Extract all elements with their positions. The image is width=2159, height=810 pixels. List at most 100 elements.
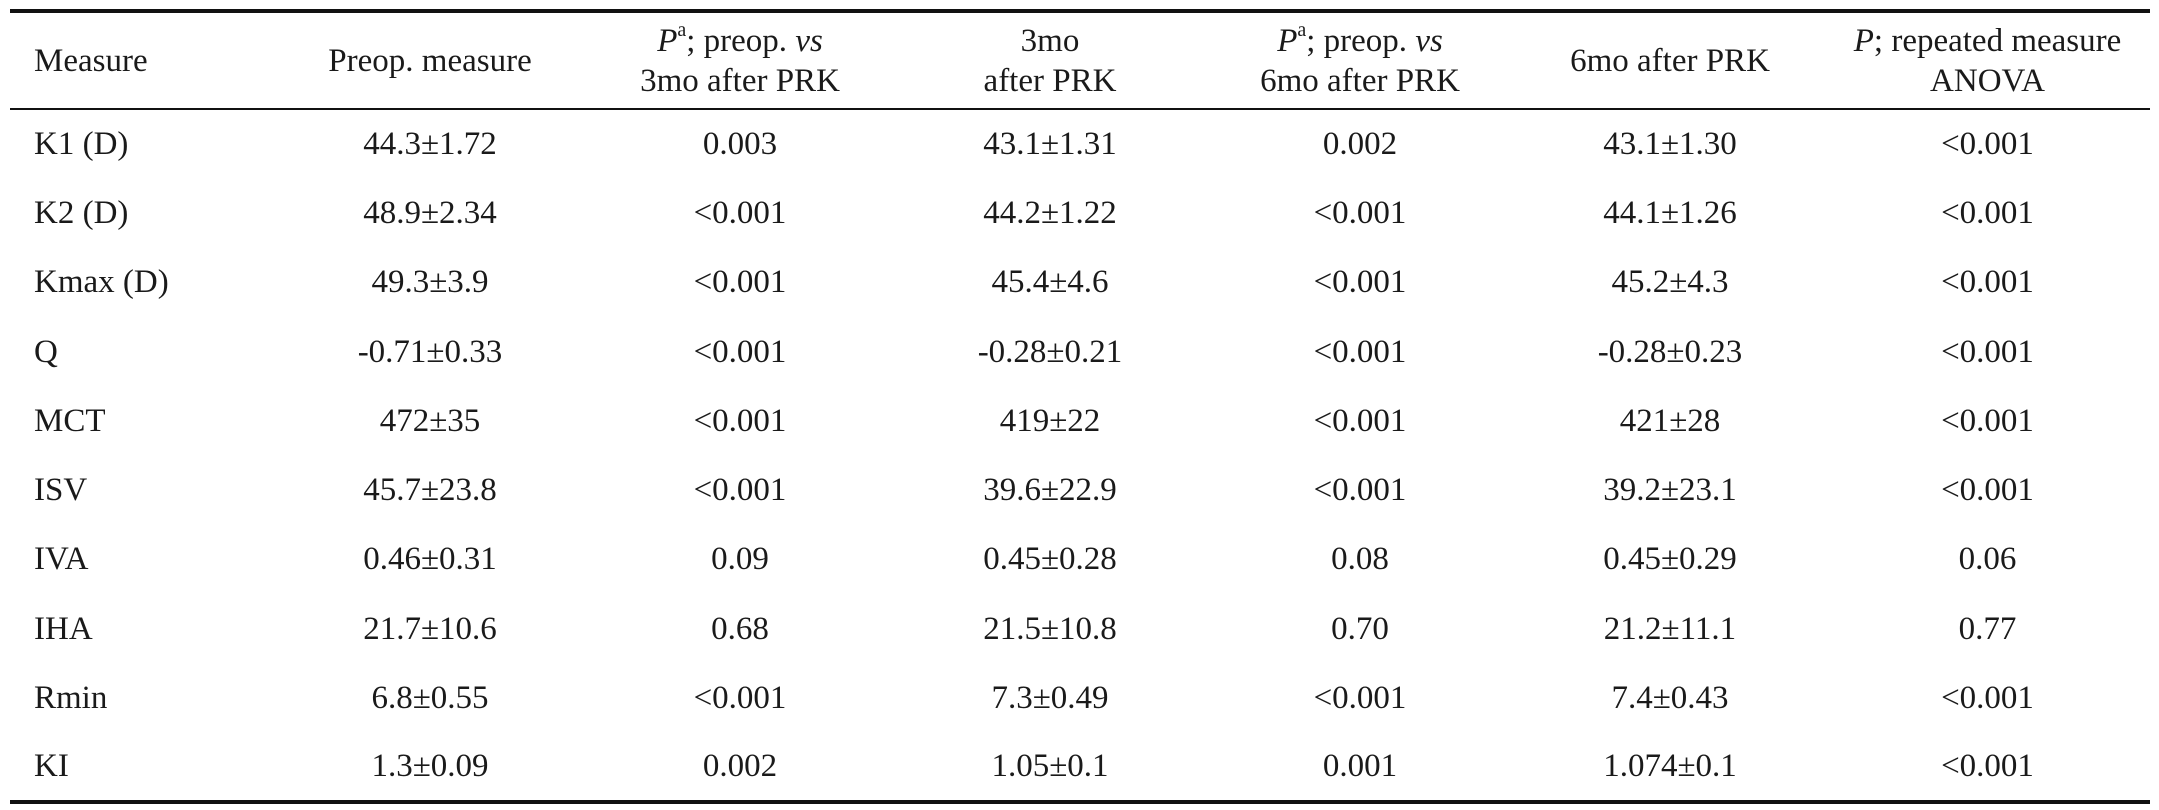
- cell-p-preop-vs-6mo: 0.002: [1322, 126, 1398, 163]
- header-text: ; preop.: [686, 22, 796, 59]
- column-header-p-anova: P; repeated measure ANOVA: [1825, 9, 2150, 110]
- cell-three-month: -0.28±0.21: [977, 333, 1123, 370]
- header-line1: 6mo after PRK: [1515, 41, 1825, 81]
- table-row: ISV 45.7±23.8 <0.001 39.6±22.9 <0.001 39.2±23…: [10, 455, 2150, 524]
- cell-preop-measure: 48.9±2.34: [363, 194, 497, 231]
- header-text: ; preop.: [1306, 22, 1416, 59]
- cell-preop-measure: 472±35: [379, 402, 481, 439]
- cell-preop-measure: -0.71±0.33: [357, 333, 503, 370]
- cell-p-preop-vs-3mo: <0.001: [693, 333, 787, 370]
- header-text: 6mo after PRK: [1570, 42, 1770, 79]
- cell-p-anova: 0.77: [1958, 610, 2017, 647]
- column-header-p-preop-vs-3mo: Pa; preop. vs 3mo after PRK: [585, 9, 895, 110]
- table-row: Q -0.71±0.33 <0.001 -0.28±0.21 <0.001 -0.28±0…: [10, 317, 2150, 386]
- table-row: IVA 0.46±0.31 0.09 0.45±0.28 0.08 0.45±0.29 0.…: [10, 525, 2150, 594]
- cell-preop-measure: 45.7±23.8: [363, 472, 497, 509]
- cell-three-month: 43.1±1.31: [983, 126, 1117, 163]
- cell-p-preop-vs-6mo: <0.001: [1313, 402, 1407, 439]
- cell-three-month: 45.4±4.6: [991, 264, 1109, 301]
- cell-preop-measure: 0.46±0.31: [363, 541, 497, 578]
- header-line1: Pa; preop. vs: [585, 18, 895, 61]
- cell-p-preop-vs-3mo: <0.001: [693, 680, 787, 717]
- cell-measure: Kmax (D): [34, 264, 169, 301]
- header-text: P: [657, 22, 678, 59]
- column-header-preop-measure: Preop. measure: [275, 9, 585, 110]
- cell-p-anova: <0.001: [1941, 264, 2034, 301]
- header-text: P: [1853, 22, 1874, 59]
- cell-p-anova: <0.001: [1941, 402, 2034, 439]
- cell-six-month: 7.4±0.43: [1611, 680, 1729, 717]
- cell-preop-measure: 1.3±0.09: [275, 732, 585, 804]
- cell-six-month: 0.45±0.29: [1603, 541, 1737, 578]
- cell-p-preop-vs-3mo: <0.001: [693, 402, 787, 439]
- cell-measure: K2 (D): [34, 194, 129, 231]
- cell-three-month: 7.3±0.49: [991, 680, 1109, 717]
- header-row: Measure Preop. measure Pa; preop. vs 3mo af…: [10, 9, 2150, 110]
- header-line1: Preop. measure: [275, 41, 585, 81]
- header-text: a: [677, 18, 687, 41]
- header-line1: 3mo: [895, 21, 1205, 61]
- cell-measure: Rmin: [34, 680, 108, 717]
- table-header: Measure Preop. measure Pa; preop. vs 3mo af…: [10, 9, 2150, 110]
- header-line2: after PRK: [895, 61, 1205, 101]
- header-line2: 6mo after PRK: [1205, 61, 1515, 101]
- cell-preop-measure: 6.8±0.55: [371, 680, 489, 717]
- header-text: vs: [1415, 22, 1443, 59]
- cell-three-month: 419±22: [999, 402, 1101, 439]
- header-text: 3mo after PRK: [640, 62, 840, 99]
- cell-p-preop-vs-6mo: 0.70: [1331, 610, 1389, 647]
- header-text: Measure: [34, 42, 148, 79]
- header-text: 6mo after PRK: [1260, 62, 1460, 99]
- cell-six-month: 1.074±0.1: [1515, 732, 1825, 804]
- cell-six-month: 21.2±11.1: [1603, 610, 1737, 647]
- cell-p-preop-vs-6mo: <0.001: [1313, 472, 1407, 509]
- cell-six-month: 39.2±23.1: [1603, 472, 1737, 509]
- cell-p-anova: <0.001: [1941, 194, 2034, 231]
- cell-measure: MCT: [34, 402, 106, 439]
- table-row: Rmin 6.8±0.55 <0.001 7.3±0.49 <0.001 7.4±0.43…: [10, 663, 2150, 732]
- cell-three-month: 0.45±0.28: [983, 541, 1117, 578]
- header-text: ; repeated measure: [1873, 22, 2122, 59]
- column-header-p-preop-vs-6mo: Pa; preop. vs 6mo after PRK: [1205, 9, 1515, 110]
- cell-six-month: 43.1±1.30: [1603, 126, 1737, 163]
- cell-preop-measure: 49.3±3.9: [371, 264, 489, 301]
- header-line2: ANOVA: [1825, 61, 2150, 101]
- cell-six-month: 421±28: [1619, 402, 1721, 439]
- cell-p-preop-vs-6mo: <0.001: [1313, 333, 1407, 370]
- cell-p-preop-vs-3mo: <0.001: [693, 264, 787, 301]
- cell-p-anova: <0.001: [1825, 732, 2150, 804]
- cell-p-anova: <0.001: [1941, 126, 2034, 163]
- header-text: after PRK: [983, 62, 1117, 99]
- cell-p-preop-vs-6mo: 0.001: [1205, 732, 1515, 804]
- table-body: K1 (D) 44.3±1.72 0.003 43.1±1.31 0.002 43.1±1…: [10, 109, 2150, 804]
- cell-p-preop-vs-6mo: <0.001: [1313, 680, 1407, 717]
- header-line2: 3mo after PRK: [585, 61, 895, 101]
- cell-p-preop-vs-3mo: 0.003: [702, 126, 778, 163]
- cell-three-month: 39.6±22.9: [983, 472, 1117, 509]
- column-header-measure: Measure: [10, 9, 275, 110]
- cell-measure: Q: [34, 333, 58, 370]
- cell-p-anova: 0.06: [1958, 541, 2017, 578]
- cell-p-preop-vs-3mo: 0.002: [585, 732, 895, 804]
- cell-measure: K1 (D): [34, 126, 129, 163]
- cell-p-preop-vs-3mo: <0.001: [693, 194, 787, 231]
- cell-six-month: 44.1±1.26: [1603, 194, 1737, 231]
- header-line1: P; repeated measure: [1825, 21, 2150, 61]
- cell-three-month: 21.5±10.8: [983, 610, 1117, 647]
- header-text: P: [1277, 22, 1298, 59]
- cell-p-preop-vs-3mo: <0.001: [693, 472, 787, 509]
- cell-p-preop-vs-3mo: 0.68: [711, 610, 769, 647]
- cell-p-preop-vs-6mo: <0.001: [1313, 264, 1407, 301]
- header-text: 3mo: [1020, 22, 1080, 59]
- cell-p-anova: <0.001: [1941, 472, 2034, 509]
- cell-p-anova: <0.001: [1941, 333, 2034, 370]
- header-text: ANOVA: [1930, 62, 2045, 99]
- table-row: KI 1.3±0.09 0.002 1.05±0.1 0.001 1.074±0.1 <0.…: [10, 732, 2150, 804]
- cell-measure: IVA: [34, 541, 89, 578]
- cell-three-month: 1.05±0.1: [895, 732, 1205, 804]
- header-line1: Pa; preop. vs: [1205, 20, 1515, 61]
- results-table: Measure Preop. measure Pa; preop. vs 3mo af…: [10, 9, 2150, 804]
- cell-p-anova: <0.001: [1941, 680, 2034, 717]
- data-table-container: Measure Preop. measure Pa; preop. vs 3mo af…: [10, 9, 2150, 804]
- cell-p-preop-vs-3mo: 0.09: [711, 541, 769, 578]
